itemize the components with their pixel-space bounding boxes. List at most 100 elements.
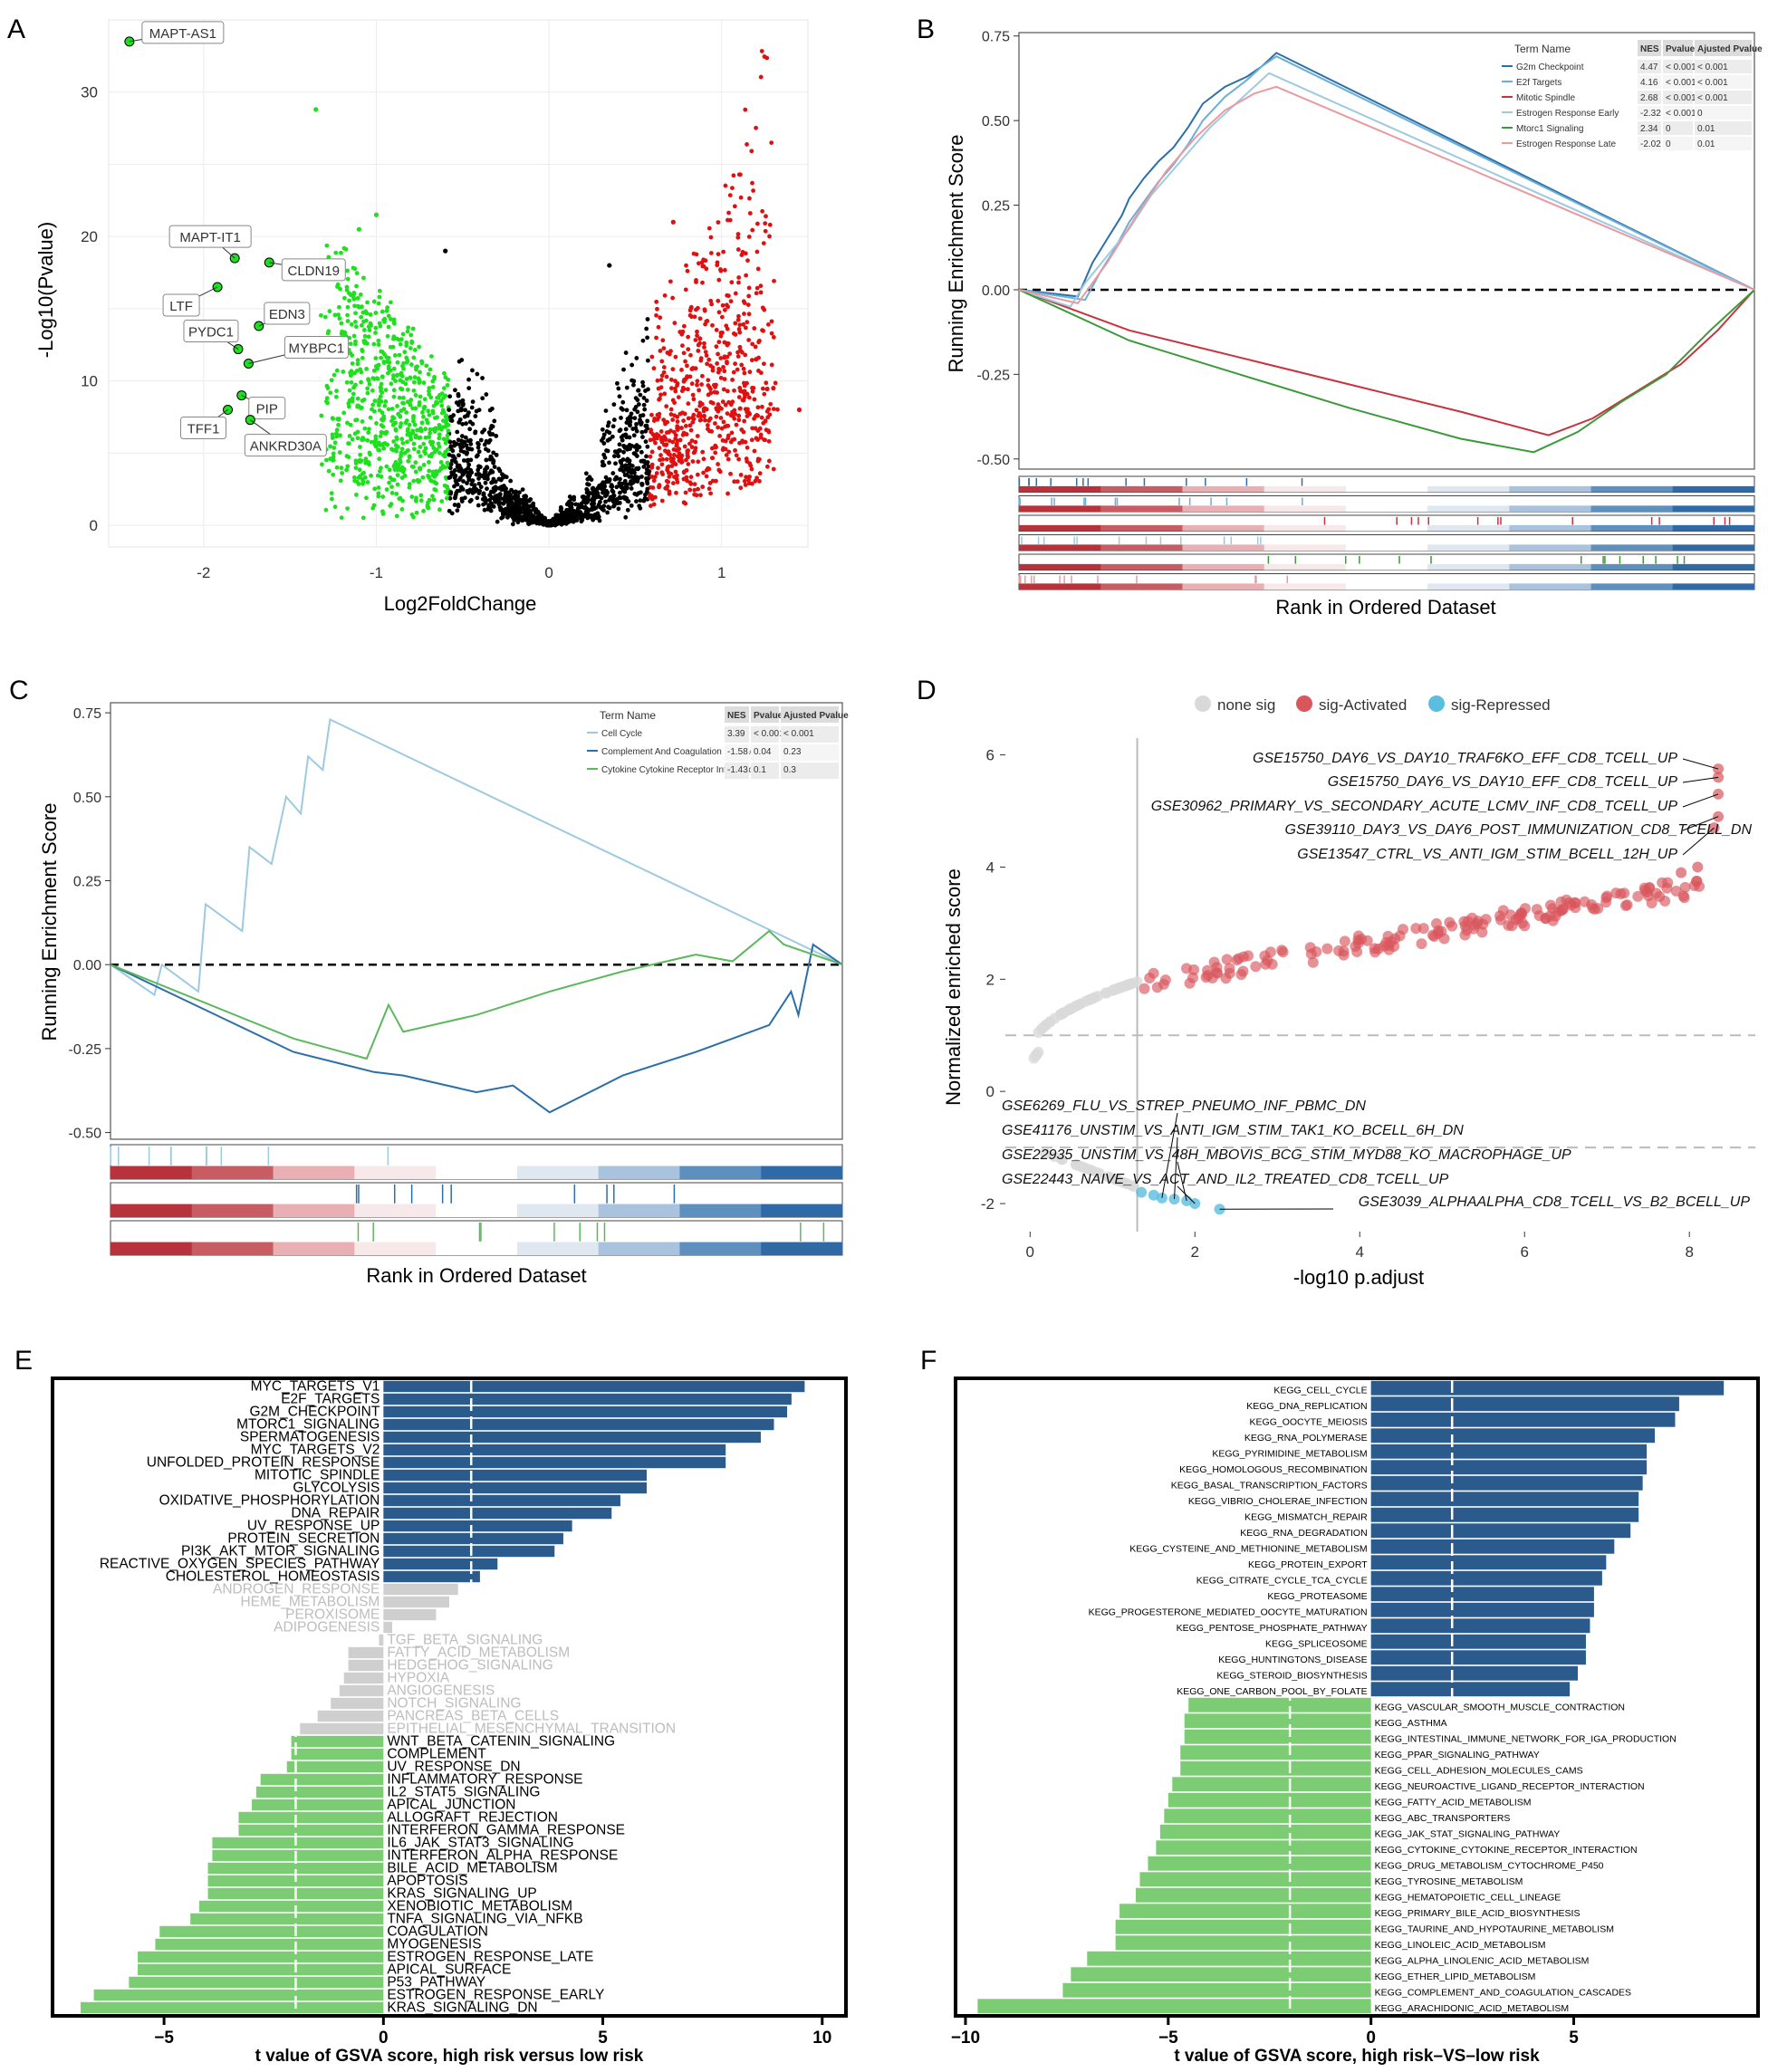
- data-point: [411, 441, 417, 446]
- data-point: [723, 183, 728, 188]
- bar-il2-stat5-signaling: [255, 1786, 384, 1799]
- bar-label: KEGG_VASCULAR_SMOOTH_MUSCLE_CONTRACTION: [1375, 1702, 1625, 1712]
- bar-label: KEGG_CITRATE_CYCLE_TCA_CYCLE: [1196, 1575, 1368, 1586]
- y-tick-label: 0.25: [73, 875, 101, 890]
- data-point: [406, 325, 411, 331]
- label-box: [264, 302, 311, 325]
- data-point: [645, 481, 650, 486]
- data-point: [700, 280, 705, 285]
- table-value: 0: [1697, 109, 1703, 119]
- data-point: [737, 386, 743, 390]
- data-point: [657, 483, 662, 488]
- data-point: [764, 387, 770, 392]
- data-point: [629, 479, 633, 484]
- bar-uv-response-up: [383, 1520, 572, 1532]
- point-none-sig: [1100, 987, 1111, 999]
- bar-label: KEGG_ASTHMA: [1375, 1718, 1447, 1729]
- data-point: [720, 330, 725, 335]
- table-header-cell: [751, 706, 779, 723]
- data-point: [627, 435, 632, 440]
- table-cell: [751, 726, 779, 743]
- data-point: [664, 442, 669, 447]
- data-point: [734, 453, 739, 458]
- data-point: [664, 478, 669, 484]
- es-curve-complement-and-coagulation-cascades: [110, 943, 843, 1114]
- bar-label: KEGG_LINOLEIC_ACID_METABOLISM: [1375, 1940, 1546, 1951]
- data-point: [746, 338, 752, 342]
- data-point: [621, 449, 626, 455]
- rank-gradient-segment: [1182, 524, 1265, 532]
- data-point: [429, 442, 435, 447]
- bar-kegg-linoleic-acid-metabolism: [1115, 1935, 1371, 1951]
- data-point: [627, 442, 632, 447]
- data-point: [357, 457, 362, 463]
- data-point: [397, 352, 402, 358]
- table-value: 0: [1666, 139, 1671, 149]
- data-point: [520, 514, 525, 519]
- geneset-label-activated: GSE39110_DAY3_VS_DAY6_POST_IMMUNIZATION_…: [1285, 822, 1753, 838]
- data-point: [601, 507, 606, 513]
- data-point: [447, 439, 453, 445]
- geneset-label-activated: GSE15750_DAY6_VS_DAY10_TRAF6KO_EFF_CD8_T…: [1253, 751, 1677, 766]
- data-point: [568, 501, 573, 506]
- data-point: [355, 396, 360, 401]
- panel-b: B -0.50-0.250.000.250.500.75 Term Name NE…: [917, 14, 1763, 619]
- data-point: [447, 452, 452, 457]
- data-point: [674, 443, 679, 448]
- data-point: [447, 465, 453, 471]
- data-point: [373, 434, 379, 439]
- data-point: [419, 420, 425, 426]
- data-point: [393, 379, 399, 384]
- data-point: [368, 312, 373, 317]
- data-point: [483, 467, 487, 472]
- data-point: [346, 455, 351, 460]
- data-point: [366, 430, 371, 436]
- data-point: [385, 333, 390, 339]
- table-value: -1.43: [727, 765, 748, 775]
- data-point: [439, 499, 445, 504]
- data-point: [617, 428, 622, 434]
- data-point: [654, 335, 658, 341]
- data-point: [653, 475, 658, 479]
- data-point: [629, 467, 635, 473]
- point-none-sig: [1127, 1180, 1139, 1192]
- label-leader-line: [1682, 816, 1719, 831]
- data-point: [374, 421, 379, 426]
- data-point: [624, 420, 629, 426]
- data-point: [404, 343, 409, 349]
- bar-kegg-primary-bile-acid-biosynthesis: [1119, 1904, 1371, 1919]
- data-point: [437, 425, 443, 429]
- data-point: [736, 395, 742, 399]
- rank-gradient-segment: [1345, 524, 1428, 532]
- data-point: [658, 392, 663, 398]
- data-point: [716, 310, 722, 315]
- point-none-sig: [1031, 1049, 1043, 1060]
- data-point: [640, 435, 645, 439]
- data-point: [640, 338, 646, 343]
- data-point: [495, 519, 500, 524]
- data-point: [430, 384, 436, 389]
- data-point: [455, 508, 460, 513]
- data-point: [359, 369, 364, 375]
- rank-gradient-segment: [1590, 524, 1674, 532]
- data-point: [743, 407, 748, 412]
- panel-d-letter: D: [917, 676, 937, 705]
- table-cell: [1695, 60, 1752, 73]
- data-point: [345, 268, 350, 273]
- data-point: [705, 361, 710, 367]
- bar-label: DNA_REPAIR: [291, 1505, 380, 1520]
- data-point: [454, 480, 459, 485]
- data-point: [459, 499, 465, 504]
- data-point: [347, 298, 351, 303]
- bar-mtorc1-signaling: [383, 1418, 774, 1431]
- data-point: [730, 378, 735, 382]
- data-point: [334, 368, 340, 373]
- bar-kegg-cysteine-and-methionine-metabolism: [1370, 1539, 1615, 1554]
- point-sig-activated: [1221, 954, 1233, 965]
- table-cell: [1663, 91, 1693, 104]
- table-cell: [725, 744, 749, 761]
- data-point: [635, 409, 640, 415]
- data-point: [679, 368, 684, 372]
- data-point: [714, 344, 719, 350]
- data-point: [763, 418, 768, 424]
